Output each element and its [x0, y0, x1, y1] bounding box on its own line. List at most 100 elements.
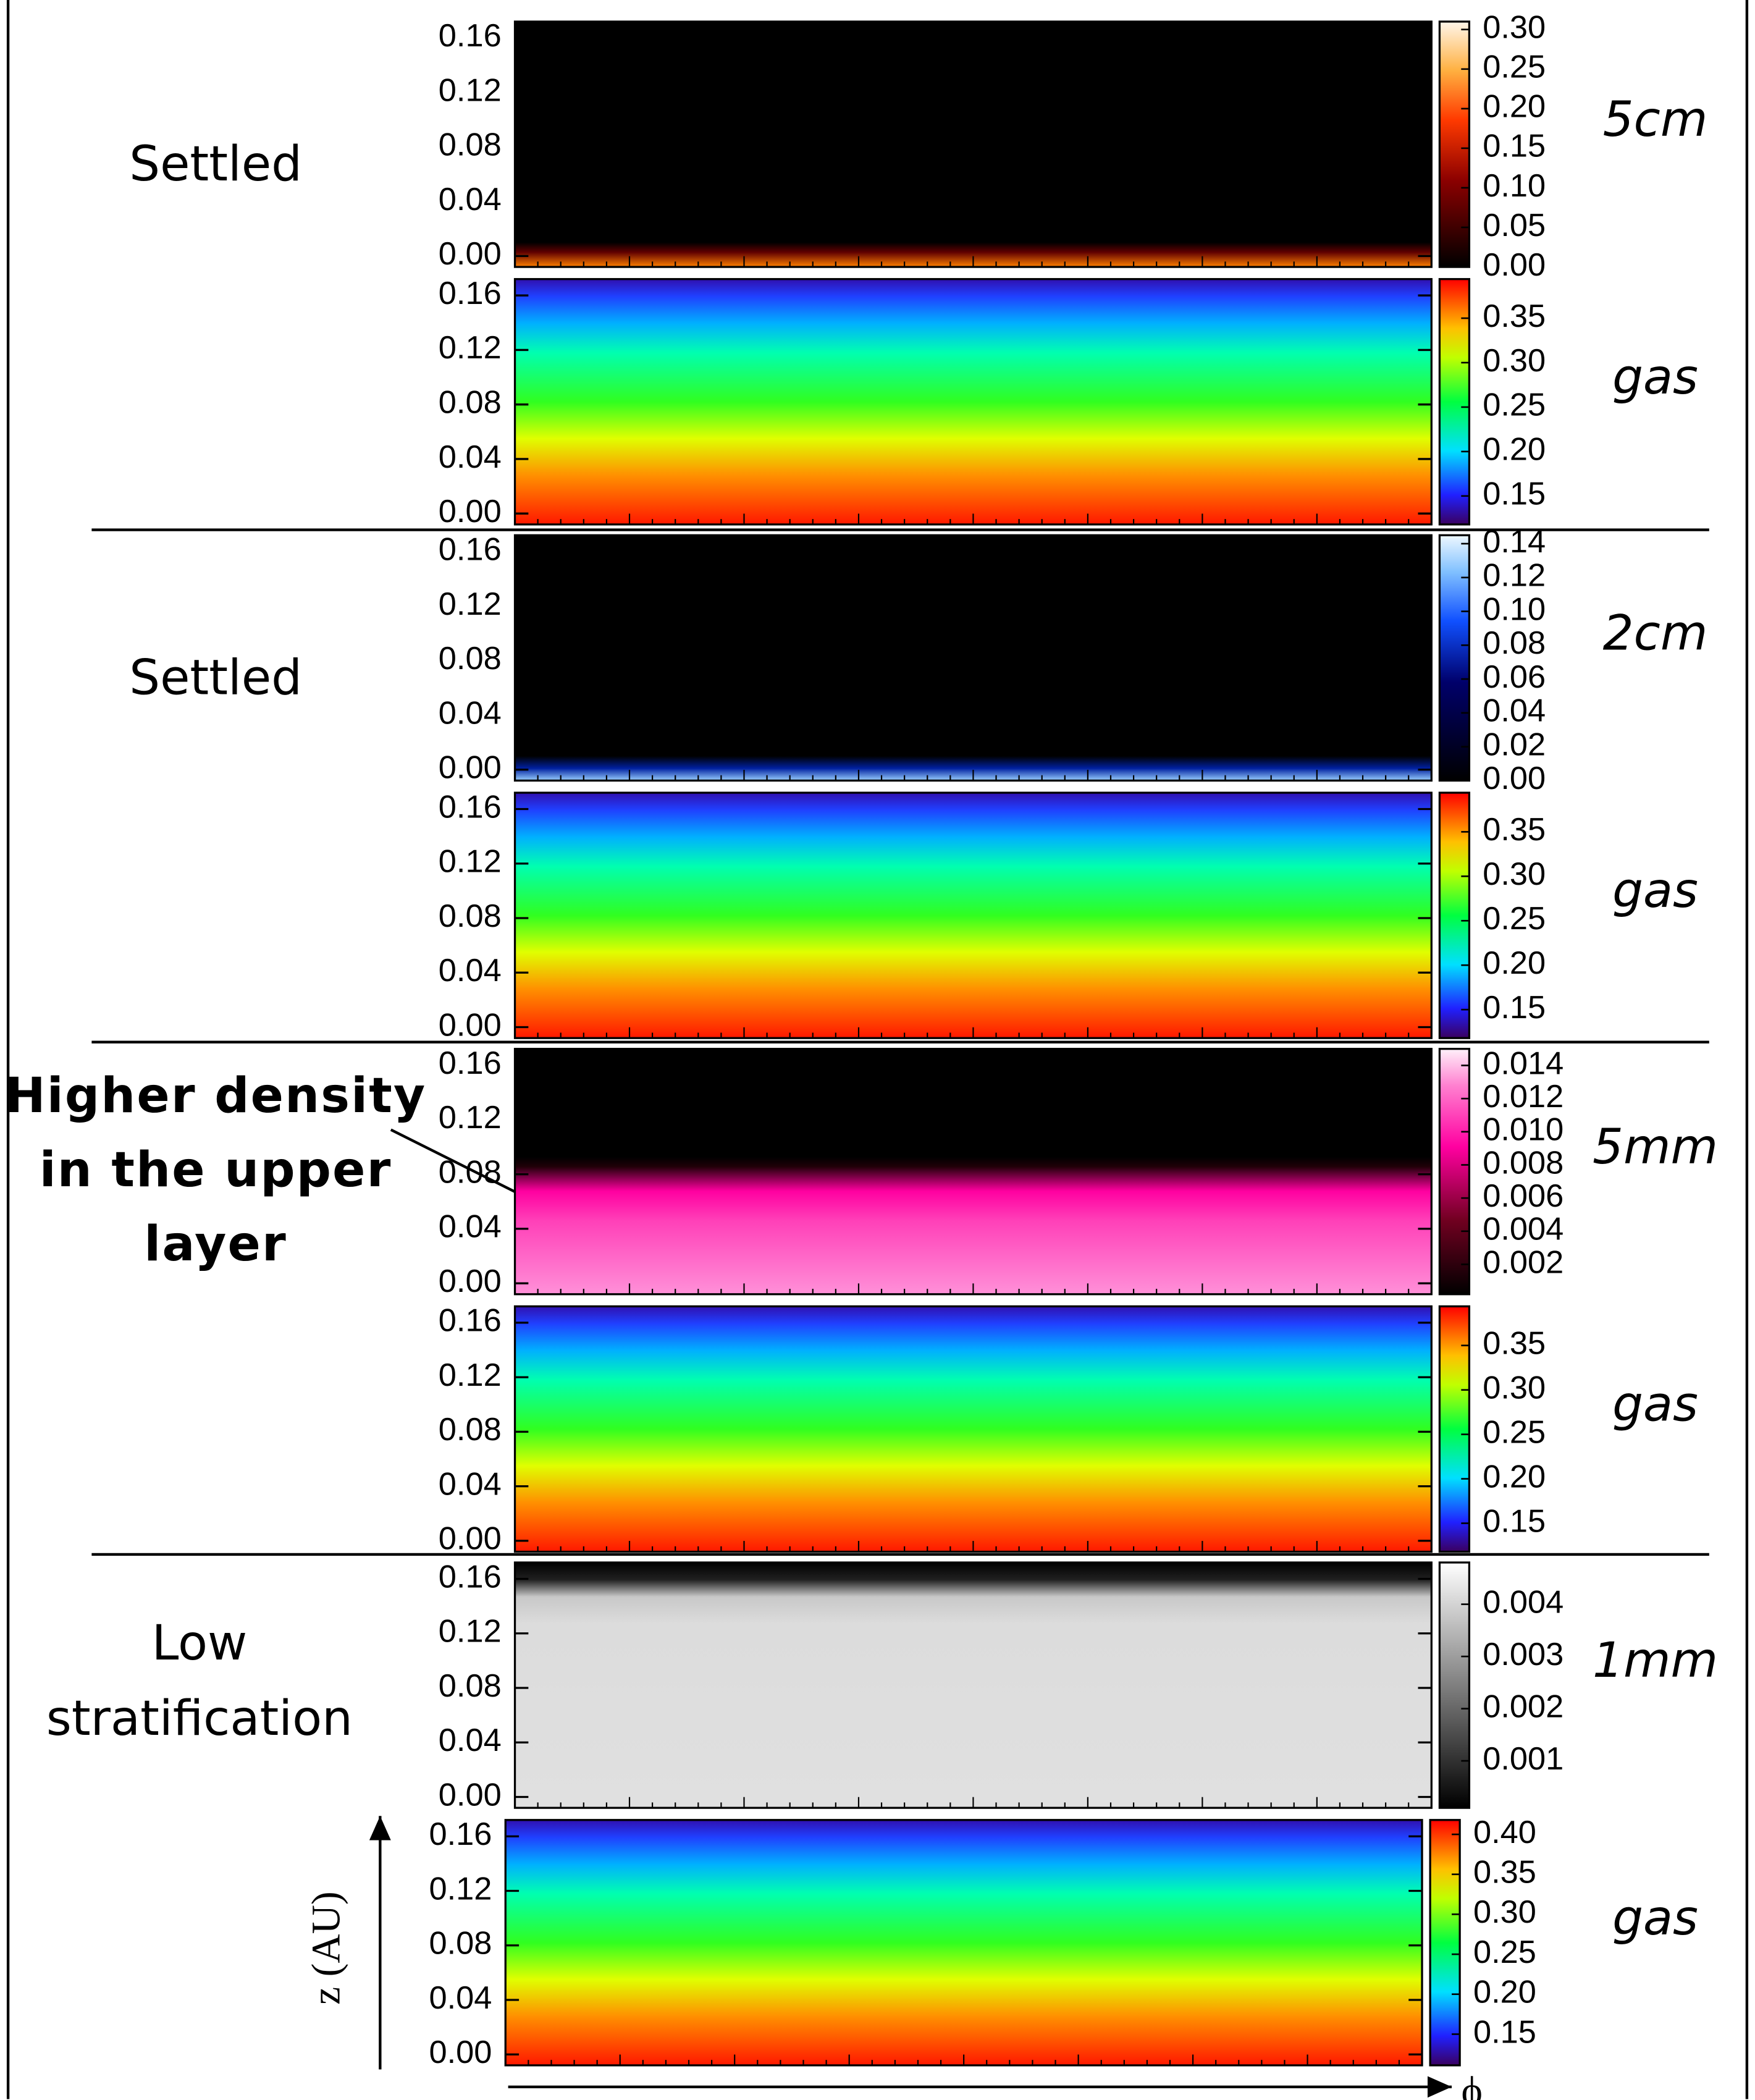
y-tick-label: 0.04 — [439, 695, 502, 731]
colorbar-tick-label: 0.002 — [1483, 1244, 1564, 1280]
panel-label: 5mm — [1593, 1118, 1718, 1175]
y-tick-label: 0.12 — [439, 72, 502, 108]
y-tick-label: 0.00 — [439, 494, 502, 529]
colorbar-tick-label: 0.00 — [1483, 761, 1546, 796]
colorbar-tick-label: 0.35 — [1473, 1855, 1536, 1891]
y-axis-label: z (AU) — [305, 1891, 349, 2005]
y-tick-label: 0.04 — [429, 1980, 492, 2016]
colorbar-tick-label: 0.10 — [1483, 168, 1546, 204]
colorbar — [1429, 1819, 1461, 2067]
group-label: Settled — [129, 649, 302, 706]
y-tick-label: 0.16 — [429, 1816, 492, 1852]
annotation: in the upper — [40, 1141, 392, 1198]
y-tick-label: 0.12 — [439, 330, 502, 366]
colorbar — [1438, 1561, 1471, 1809]
heatmap — [513, 1048, 1433, 1296]
colorbar-tick-label: 0.14 — [1483, 524, 1546, 560]
colorbar-tick-label: 0.02 — [1483, 727, 1546, 762]
y-tick-label: 0.12 — [439, 1100, 502, 1136]
colorbar-tick-label: 0.05 — [1483, 208, 1546, 243]
colorbar-tick-label: 0.30 — [1483, 10, 1546, 46]
colorbar-tick-label: 0.002 — [1483, 1689, 1564, 1724]
y-tick-label: 0.04 — [439, 1466, 502, 1502]
colorbar-tick-label: 0.35 — [1483, 1326, 1546, 1362]
y-tick-label: 0.04 — [439, 1209, 502, 1245]
group-label: Settled — [129, 135, 302, 192]
colorbar-tick-label: 0.30 — [1483, 343, 1546, 379]
panel-label: 5cm — [1603, 91, 1708, 148]
y-tick-label: 0.16 — [439, 1303, 502, 1339]
y-tick-label: 0.00 — [439, 1263, 502, 1299]
y-tick-label: 0.12 — [439, 1357, 502, 1393]
heatmap — [513, 20, 1433, 268]
colorbar-tick-label: 0.15 — [1483, 1503, 1546, 1539]
colorbar-tick-label: 0.30 — [1473, 1894, 1536, 1930]
group-label: stratification — [46, 1690, 353, 1747]
y-tick-label: 0.00 — [439, 1777, 502, 1813]
colorbar-tick-label: 0.06 — [1483, 659, 1546, 695]
y-tick-label: 0.16 — [439, 1045, 502, 1081]
colorbar-tick-label: 0.12 — [1483, 558, 1546, 594]
y-tick-label: 0.04 — [439, 1723, 502, 1758]
colorbar-tick-label: 0.014 — [1483, 1045, 1564, 1081]
colorbar — [1438, 791, 1471, 1039]
colorbar — [1438, 1048, 1471, 1296]
colorbar — [1438, 20, 1471, 268]
colorbar-tick-label: 0.20 — [1483, 89, 1546, 125]
colorbar-tick-label: 0.30 — [1483, 856, 1546, 892]
colorbar-tick-label: 0.25 — [1483, 901, 1546, 937]
y-tick-label: 0.08 — [439, 1154, 502, 1190]
panel-label: 2cm — [1603, 604, 1708, 661]
y-tick-label: 0.04 — [439, 439, 502, 475]
colorbar-tick-label: 0.20 — [1483, 432, 1546, 468]
x-axis-label: ϕ — [1462, 2069, 1483, 2100]
colorbar-tick-label: 0.20 — [1483, 1459, 1546, 1495]
group-label: Low — [152, 1614, 248, 1671]
colorbar — [1438, 278, 1471, 526]
y-tick-label: 0.12 — [439, 1614, 502, 1650]
colorbar-tick-label: 0.008 — [1483, 1145, 1564, 1181]
y-tick-label: 0.12 — [429, 1871, 492, 1907]
colorbar-tick-label: 0.04 — [1483, 693, 1546, 729]
heatmap — [513, 791, 1433, 1039]
colorbar-tick-label: 0.004 — [1483, 1212, 1564, 1247]
colorbar-tick-label: 0.001 — [1483, 1741, 1564, 1777]
y-tick-label: 0.16 — [439, 789, 502, 825]
y-tick-label: 0.00 — [439, 236, 502, 272]
y-tick-label: 0.16 — [439, 276, 502, 311]
colorbar-tick-label: 0.10 — [1483, 591, 1546, 627]
colorbar — [1438, 534, 1471, 782]
colorbar-tick-label: 0.35 — [1483, 812, 1546, 848]
y-tick-label: 0.00 — [429, 2035, 492, 2070]
colorbar-tick-label: 0.25 — [1483, 49, 1546, 85]
colorbar-tick-label: 0.004 — [1483, 1584, 1564, 1620]
colorbar-tick-label: 0.00 — [1483, 247, 1546, 283]
heatmap — [513, 1561, 1433, 1809]
heatmap — [513, 534, 1433, 782]
y-tick-label: 0.08 — [439, 127, 502, 163]
panel-label: gas — [1612, 1376, 1698, 1433]
y-tick-label: 0.08 — [439, 641, 502, 677]
colorbar-tick-label: 0.08 — [1483, 625, 1546, 661]
y-tick-label: 0.00 — [439, 750, 502, 786]
y-tick-label: 0.08 — [439, 385, 502, 421]
panel-label: gas — [1612, 348, 1698, 405]
colorbar-tick-label: 0.35 — [1483, 298, 1546, 334]
y-tick-label: 0.04 — [439, 182, 502, 217]
colorbar-tick-label: 0.20 — [1473, 1975, 1536, 2010]
y-tick-label: 0.08 — [439, 1412, 502, 1448]
panel-label: 1mm — [1593, 1632, 1718, 1689]
heatmap — [504, 1819, 1423, 2067]
panel-label: gas — [1612, 862, 1698, 919]
colorbar-tick-label: 0.006 — [1483, 1178, 1564, 1214]
y-tick-label: 0.16 — [439, 532, 502, 568]
colorbar-tick-label: 0.003 — [1483, 1637, 1564, 1672]
colorbar-tick-label: 0.30 — [1483, 1370, 1546, 1406]
y-tick-label: 0.16 — [439, 1559, 502, 1595]
colorbar-tick-label: 0.20 — [1483, 945, 1546, 981]
annotation: layer — [144, 1215, 287, 1272]
y-tick-label: 0.08 — [429, 1926, 492, 1962]
y-tick-label: 0.12 — [439, 844, 502, 880]
panel-label: gas — [1612, 1889, 1698, 1946]
